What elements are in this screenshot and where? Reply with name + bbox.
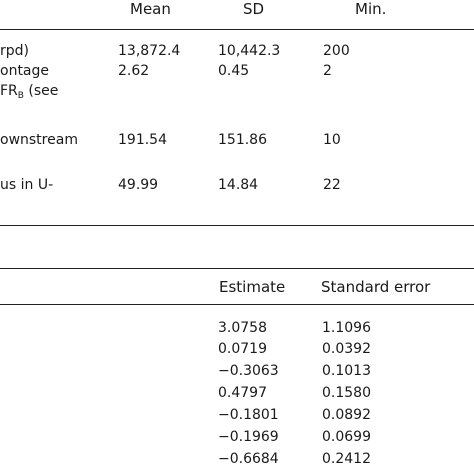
min-value: 200 [323, 43, 350, 59]
col-header-sd: SD [243, 0, 265, 18]
min-value: 2 [323, 63, 332, 79]
col-header-min: Min. [355, 0, 387, 18]
sd-value: 151.86 [218, 132, 267, 148]
se-value: 0.1013 [322, 363, 371, 379]
se-value: 0.2412 [322, 451, 371, 467]
mean-value: 2.62 [118, 63, 150, 79]
mean-value: 49.99 [118, 177, 159, 193]
se-value: 1.1096 [322, 320, 371, 336]
estimate-value: 0.4797 [218, 385, 267, 401]
min-value: 22 [323, 177, 341, 193]
mean-value: 191.54 [118, 132, 167, 148]
row-label: ontage [0, 63, 50, 79]
row-label: rpd) [0, 43, 29, 59]
row-label: ownstream [0, 132, 78, 148]
sd-value: 14.84 [218, 177, 259, 193]
row-label: us in U- [0, 177, 54, 193]
col-header-mean: Mean [130, 0, 171, 18]
sd-value: 10,442.3 [218, 43, 281, 59]
se-value: 0.0392 [322, 341, 371, 357]
se-value: 0.0699 [322, 429, 371, 445]
estimate-value: 0.0719 [218, 341, 267, 357]
col-header-estimate: Estimate [219, 278, 286, 296]
mean-value: 13,872.4 [118, 43, 181, 59]
sd-value: 0.45 [218, 63, 250, 79]
estimate-value: −0.6684 [218, 451, 279, 467]
min-value: 10 [323, 132, 341, 148]
table1-bottom-rule [0, 225, 474, 226]
se-value: 0.1580 [322, 385, 371, 401]
estimate-value: −0.3063 [218, 363, 279, 379]
table2-top-rule [0, 268, 474, 269]
se-value: 0.0892 [322, 407, 371, 423]
table2-header-rule [0, 304, 474, 305]
header-rule [0, 29, 474, 30]
estimate-value: −0.1801 [218, 407, 279, 423]
estimate-value: −0.1969 [218, 429, 279, 445]
col-header-standard-error: Standard error [321, 278, 431, 296]
estimate-value: 3.0758 [218, 320, 267, 336]
row-label-continued: FRB (see [0, 83, 59, 101]
